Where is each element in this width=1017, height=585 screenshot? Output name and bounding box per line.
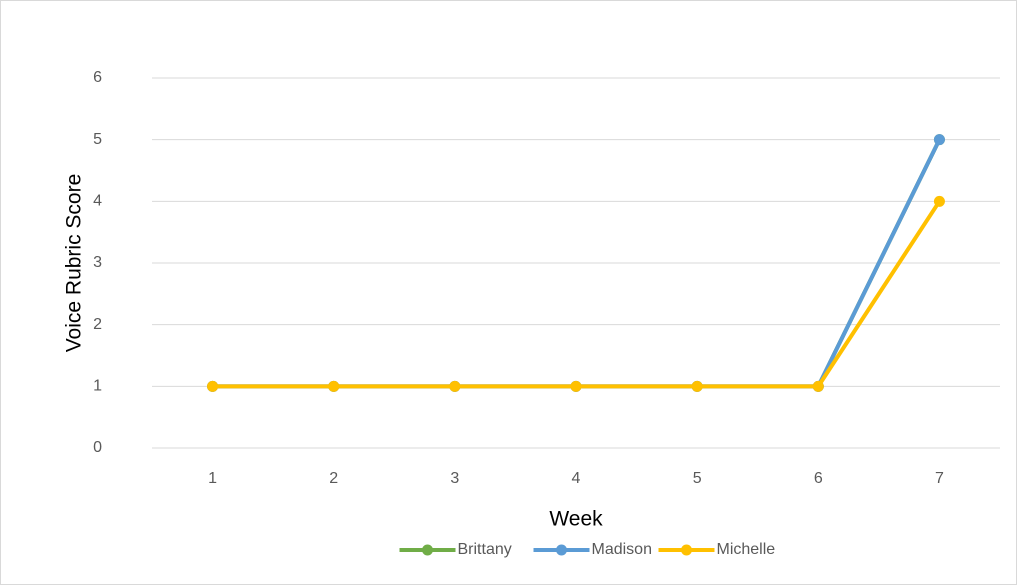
legend-marker (422, 544, 433, 556)
y-tick-label: 4 (93, 193, 102, 210)
y-tick-label: 3 (93, 254, 102, 271)
y-tick-label: 6 (93, 69, 102, 86)
data-point (812, 380, 824, 392)
data-point (449, 380, 461, 392)
y-tick-label: 1 (93, 378, 102, 395)
x-axis-title: Week (549, 508, 603, 531)
legend-marker (681, 544, 692, 556)
legend-label: Brittany (458, 541, 512, 558)
data-point (328, 380, 340, 392)
data-point (570, 380, 582, 392)
x-tick-label: 1 (208, 470, 217, 487)
x-tick-label: 3 (450, 470, 459, 487)
y-tick-label: 5 (93, 131, 102, 148)
x-tick-label: 5 (693, 470, 702, 487)
x-tick-label: 7 (935, 470, 944, 487)
data-point (933, 195, 945, 207)
legend-label: Madison (592, 541, 652, 558)
x-tick-label: 2 (329, 470, 338, 487)
data-point (691, 380, 703, 392)
y-tick-label: 0 (93, 439, 102, 456)
y-axis-title: Voice Rubric Score (63, 174, 86, 353)
x-tick-label: 6 (814, 470, 823, 487)
data-point (207, 380, 219, 392)
y-tick-label: 2 (93, 316, 102, 333)
legend-marker (556, 544, 567, 556)
x-tick-label: 4 (572, 470, 581, 487)
legend-label: Michelle (717, 541, 776, 558)
data-point (933, 134, 945, 146)
